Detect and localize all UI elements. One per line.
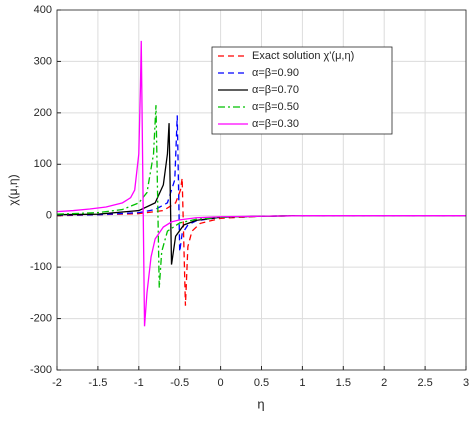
legend-label: α=β=0.50 (252, 101, 299, 113)
x-tick-label: 1.5 (336, 377, 351, 389)
y-tick-label: 300 (34, 55, 52, 67)
x-axis-label: η (257, 396, 264, 411)
y-tick-label: -200 (30, 312, 52, 324)
x-tick-label: -1.5 (88, 377, 107, 389)
x-tick-label: -2 (52, 377, 62, 389)
y-tick-label: -100 (30, 261, 52, 273)
legend-label: α=β=0.30 (252, 118, 299, 130)
x-tick-label: -1 (134, 377, 144, 389)
lines (57, 40, 466, 327)
legend-label: Exact solution χ'(μ,η) (252, 50, 354, 62)
y-tick-label: 0 (46, 210, 52, 222)
y-axis-label: χ(μ,η) (6, 174, 20, 205)
x-tick-label: 1 (299, 377, 305, 389)
y-tick-label: 400 (34, 4, 52, 16)
series-line (57, 40, 466, 327)
y-tick-label: 100 (34, 158, 52, 170)
x-tick-label: -0.5 (170, 377, 189, 389)
legend-label: α=β=0.90 (252, 67, 299, 79)
x-tick-label: 0 (218, 377, 224, 389)
y-tick-label: 200 (34, 107, 52, 119)
tick-labels: -2 -1.5 -1 -0.5 0 0.5 1 1.5 2 2.5 3 -300 -200 -100 0 10… (30, 4, 469, 389)
x-tick-label: 2 (381, 377, 387, 389)
legend-label: α=β=0.70 (252, 84, 299, 96)
x-tick-label: 3 (463, 377, 469, 389)
legend: Exact solution χ'(μ,η) α=β=0.90 α=β=0.70 α=… (211, 46, 393, 135)
x-tick-label: 2.5 (417, 377, 432, 389)
y-tick-label: -300 (30, 364, 52, 376)
x-tick-label: 0.5 (254, 377, 269, 389)
